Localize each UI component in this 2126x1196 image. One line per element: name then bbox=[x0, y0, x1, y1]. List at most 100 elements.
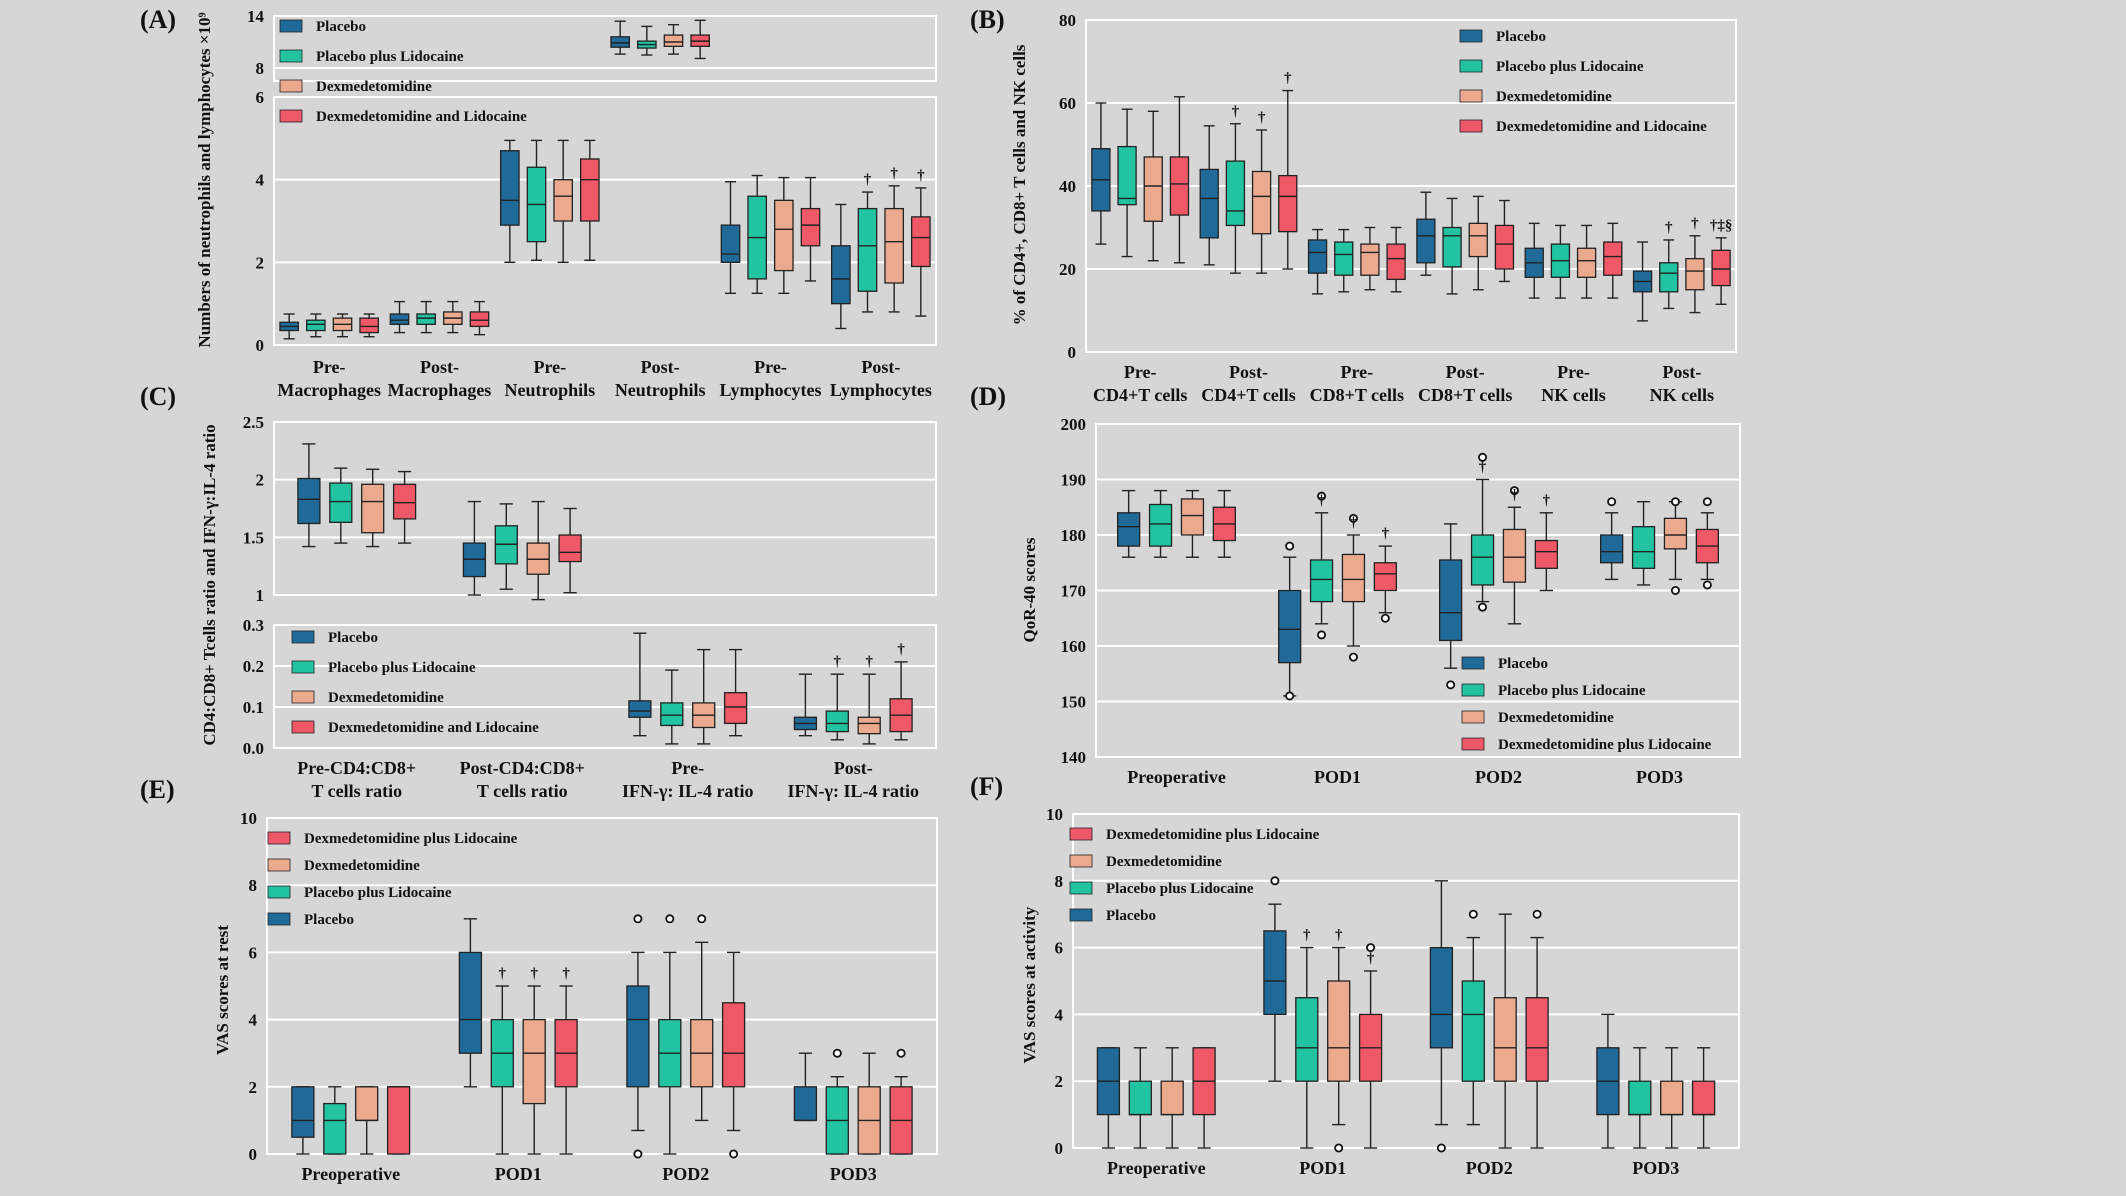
box bbox=[1143, 156, 1163, 222]
box bbox=[1628, 1080, 1652, 1116]
box bbox=[1334, 241, 1354, 276]
y-tick-label: 4 bbox=[256, 171, 265, 190]
x-tick-label: Pre- bbox=[313, 357, 346, 377]
x-tick-label: IFN-γ: IL-4 ratio bbox=[622, 781, 753, 801]
legend-swatch bbox=[1069, 827, 1093, 841]
box bbox=[297, 477, 321, 525]
box bbox=[1251, 170, 1272, 235]
y-tick-label: 2 bbox=[256, 471, 265, 490]
x-tick-label: Preoperative bbox=[1107, 1158, 1206, 1178]
x-tick-label: NK cells bbox=[1541, 385, 1606, 405]
legend-label: Placebo plus Lidocaine bbox=[304, 885, 452, 901]
legend-label: Placebo plus Lidocaine bbox=[1496, 59, 1644, 75]
x-tick-label: Post- bbox=[1662, 362, 1701, 382]
box bbox=[610, 36, 631, 48]
outlier-point bbox=[1702, 497, 1712, 507]
chart-panel: (C) 1 1.5 2 2.5 0.0 0.1 0.2 0.3 CD4:CD8+ Tcells r… bbox=[140, 382, 937, 801]
x-tick-label: Post- bbox=[834, 758, 873, 778]
x-tick-label: Pre- bbox=[1341, 362, 1374, 382]
outlier-point bbox=[1670, 497, 1680, 507]
y-tick-label: 0 bbox=[1068, 343, 1077, 362]
y-tick-label: 140 bbox=[1061, 748, 1087, 767]
legend-label: Placebo plus Lidocaine bbox=[328, 660, 476, 676]
box bbox=[458, 951, 483, 1054]
legend-swatch bbox=[291, 660, 315, 674]
box bbox=[1461, 980, 1485, 1082]
significance-mark: † bbox=[499, 966, 507, 982]
legend-swatch bbox=[267, 912, 291, 926]
box bbox=[884, 207, 905, 284]
x-tick-label: CD4+T cells bbox=[1093, 385, 1187, 405]
legend-label: Dexmedetomidine bbox=[304, 858, 420, 874]
legend-swatch bbox=[1461, 710, 1485, 724]
y-axis-label: QoR-40 scores bbox=[1020, 537, 1039, 642]
legend-label: Placebo bbox=[1498, 656, 1548, 672]
box bbox=[558, 534, 582, 563]
box bbox=[1663, 517, 1688, 550]
box bbox=[1600, 534, 1624, 564]
legend-swatch bbox=[267, 858, 291, 872]
panel-label: (F) bbox=[970, 772, 1003, 801]
y-axis-label: % of CD4+, CD8+ T cells and NK cells bbox=[1010, 44, 1029, 325]
y-tick-label: 6 bbox=[249, 943, 258, 962]
outlier-point bbox=[1270, 876, 1280, 886]
box bbox=[469, 311, 490, 328]
outlier-point bbox=[729, 1149, 739, 1159]
outlier-point bbox=[1285, 541, 1295, 551]
significance-mark: † bbox=[1691, 216, 1699, 232]
box bbox=[1341, 553, 1366, 603]
panel-label: (A) bbox=[140, 5, 176, 34]
significance-mark: † bbox=[865, 654, 873, 670]
panel-label: (E) bbox=[140, 775, 175, 804]
x-tick-label: Post- bbox=[641, 357, 680, 377]
outlier-point bbox=[1380, 613, 1390, 623]
outlier-point bbox=[1478, 602, 1488, 612]
legend-swatch bbox=[279, 19, 303, 33]
box bbox=[1327, 980, 1351, 1082]
box bbox=[1691, 1080, 1716, 1116]
y-tick-label: 8 bbox=[256, 59, 265, 78]
y-tick-label: 160 bbox=[1061, 637, 1087, 656]
plot-area bbox=[273, 15, 937, 82]
box bbox=[773, 199, 794, 272]
significance-mark: † bbox=[1335, 928, 1343, 944]
significance-mark: † bbox=[1543, 493, 1551, 509]
box bbox=[1360, 243, 1380, 276]
significance-mark: † bbox=[834, 654, 842, 670]
significance-mark: † bbox=[1303, 928, 1311, 944]
x-tick-label: POD1 bbox=[495, 1164, 542, 1184]
significance-mark: † bbox=[1350, 515, 1358, 531]
legend-swatch bbox=[279, 49, 303, 63]
box bbox=[1128, 1080, 1152, 1116]
y-tick-label: 10 bbox=[240, 809, 257, 828]
legend-label: Dexmedetomidine bbox=[316, 79, 432, 95]
x-tick-label: Post- bbox=[1229, 362, 1268, 382]
box bbox=[579, 158, 600, 222]
box bbox=[1502, 528, 1527, 583]
x-tick-label: CD8+T cells bbox=[1310, 385, 1404, 405]
x-tick-label: Post- bbox=[861, 357, 900, 377]
outlier-point bbox=[1317, 630, 1327, 640]
legend-swatch bbox=[1461, 737, 1485, 751]
x-tick-label: POD3 bbox=[830, 1164, 877, 1184]
outlier-point bbox=[1436, 1143, 1446, 1153]
legend-label: Placebo bbox=[1496, 29, 1546, 45]
box bbox=[355, 1086, 379, 1122]
legend-swatch bbox=[267, 885, 291, 899]
x-tick-label: Pre- bbox=[754, 357, 787, 377]
legend-swatch bbox=[1069, 881, 1093, 895]
box bbox=[1439, 559, 1463, 642]
x-tick-label: POD3 bbox=[1636, 767, 1683, 787]
box bbox=[1468, 222, 1488, 258]
x-tick-label: POD1 bbox=[1314, 767, 1361, 787]
box bbox=[1160, 1080, 1184, 1116]
outlier-point bbox=[896, 1048, 906, 1058]
y-tick-label: 2 bbox=[1055, 1072, 1064, 1091]
box bbox=[386, 1086, 411, 1155]
y-tick-label: 6 bbox=[256, 88, 265, 107]
y-tick-label: 60 bbox=[1059, 94, 1076, 113]
box bbox=[1373, 562, 1397, 592]
significance-mark: † bbox=[864, 172, 872, 188]
box bbox=[825, 710, 849, 733]
